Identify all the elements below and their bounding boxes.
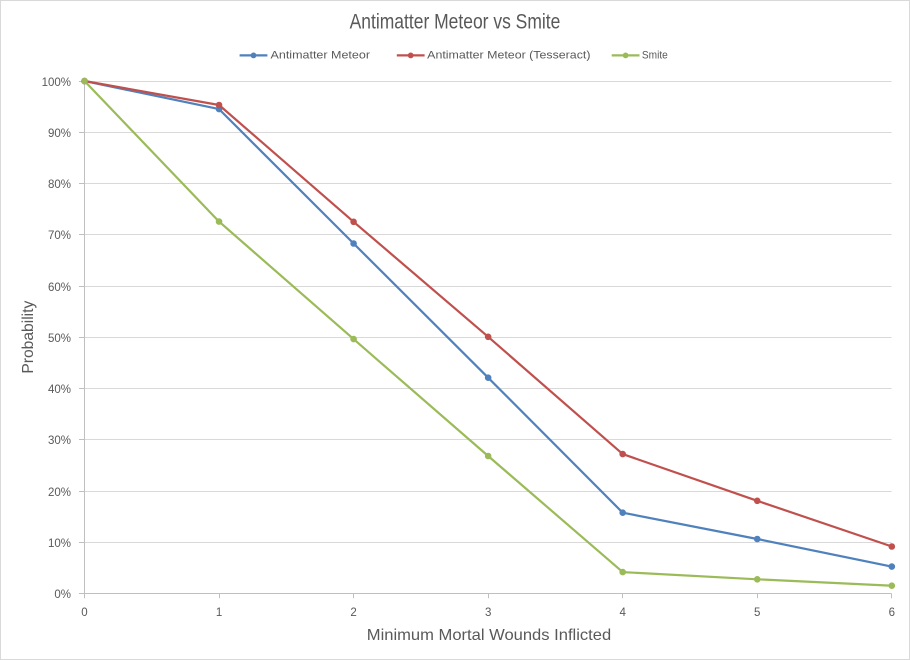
svg-text:6: 6 xyxy=(889,607,895,619)
svg-text:20%: 20% xyxy=(48,487,71,499)
svg-text:Antimatter Meteor: Antimatter Meteor xyxy=(271,50,371,62)
svg-text:1: 1 xyxy=(216,607,222,619)
svg-text:0%: 0% xyxy=(54,589,71,601)
svg-text:Smite: Smite xyxy=(642,50,668,62)
svg-text:100%: 100% xyxy=(42,77,71,89)
svg-text:5: 5 xyxy=(754,607,760,619)
svg-text:Probability: Probability xyxy=(20,300,37,373)
svg-text:Antimatter Meteor (Tesseract): Antimatter Meteor (Tesseract) xyxy=(427,50,591,62)
svg-text:90%: 90% xyxy=(48,128,71,140)
svg-text:3: 3 xyxy=(485,607,491,619)
svg-text:0: 0 xyxy=(81,607,87,619)
svg-text:10%: 10% xyxy=(48,538,71,550)
svg-text:2: 2 xyxy=(350,607,356,619)
svg-text:70%: 70% xyxy=(48,230,71,242)
svg-text:30%: 30% xyxy=(48,435,71,447)
svg-text:4: 4 xyxy=(619,607,626,619)
svg-text:Antimatter Meteor vs Smite: Antimatter Meteor vs Smite xyxy=(350,11,561,34)
svg-text:Minimum Mortal Wounds Inflicte: Minimum Mortal Wounds Inflicted xyxy=(367,627,611,644)
svg-text:60%: 60% xyxy=(48,282,71,294)
svg-text:40%: 40% xyxy=(48,384,71,396)
svg-text:50%: 50% xyxy=(48,333,71,345)
svg-text:80%: 80% xyxy=(48,179,71,191)
